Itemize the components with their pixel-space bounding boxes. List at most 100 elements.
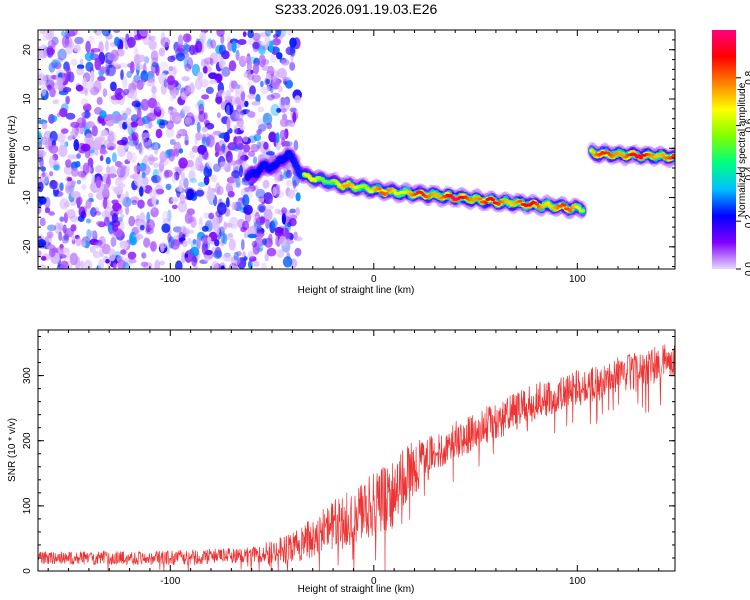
heatmap-noise-blob [272, 186, 277, 197]
heatmap-noise-blob [46, 224, 57, 232]
heatmap-noise-blob [71, 235, 75, 241]
heatmap-noise-blob [151, 195, 157, 205]
heatmap-noise-blob [278, 85, 283, 93]
heatmap-noise-blob [198, 110, 206, 123]
heatmap-noise-blob [170, 239, 180, 250]
heatmap-noise-blob [228, 216, 239, 229]
heatmap-noise-blob [194, 77, 203, 90]
heatmap-noise-blob [57, 48, 67, 61]
heatmap-trace-upper [660, 153, 666, 157]
heatmap-frame [37, 29, 676, 270]
heatmap-noise-blob [56, 132, 66, 143]
heatmap-noise-blob [226, 117, 231, 130]
heatmap-noise-blob [125, 107, 132, 116]
heatmap-noise-blob [201, 225, 209, 232]
heatmap-noise-blob [236, 118, 244, 128]
heatmap-noise-blob [177, 200, 188, 213]
heatmap-noise-blob [80, 98, 89, 106]
heatmap-noise-blob [79, 58, 84, 65]
heatmap-noise-blob [147, 97, 158, 109]
heatmap-noise-blob [228, 238, 236, 251]
heatmap-noise-blob [59, 182, 64, 191]
heatmap-noise-blob [241, 220, 250, 231]
heatmap-noise-blob [216, 185, 224, 196]
heatmap-noise-blob [248, 256, 257, 262]
heatmap-noise-blob [133, 47, 139, 57]
heatmap-noise-blob [197, 182, 206, 187]
heatmap-noise-blob [212, 130, 222, 136]
heatmap-noise-blob [143, 137, 153, 149]
heatmap-noise-blob [159, 151, 167, 163]
heatmap-noise-blob [247, 71, 255, 81]
heatmap-noise-blob [96, 220, 105, 226]
heatmap-noise-blob [165, 127, 175, 138]
heatmap-noise-blob [247, 233, 258, 239]
heatmap-noise-blob [222, 253, 233, 262]
heatmap-noise-blob [231, 40, 237, 53]
heatmap-noise-blob [39, 217, 46, 227]
heatmap-noise-blob [284, 96, 291, 106]
heatmap-noise-blob [150, 50, 159, 62]
heatmap-noise-blob [105, 156, 111, 165]
heatmap-noise-blob [110, 49, 119, 62]
heatmap-noise-blob [70, 191, 81, 199]
heatmap-noise-blob [261, 262, 268, 269]
heatmap-noise-blob [268, 40, 274, 53]
heatmap-noise-blob [254, 237, 264, 248]
heatmap-noise-blob [250, 144, 260, 153]
colorbar-label: Normalized spectral amplitude [737, 82, 748, 217]
heatmap-noise-blob [209, 79, 218, 85]
heatmap-noise-blob [247, 250, 255, 260]
heatmap-noise-blob [143, 185, 153, 194]
heatmap-noise-blob [38, 239, 47, 247]
heatmap-noise-blob [289, 37, 297, 48]
heatmap-noise-blob [233, 251, 239, 261]
heatmap-noise-blob [197, 99, 205, 109]
heatmap-noise-blob [114, 87, 125, 101]
heatmap-noise-blob [139, 186, 144, 197]
heatmap-noise-blob [281, 76, 292, 82]
heatmap-noise-blob [225, 197, 230, 208]
heatmap-noise-blob [152, 62, 159, 68]
heatmap-noise-blob [247, 150, 256, 157]
heatmap-noise-blob [129, 88, 138, 100]
heatmap-noise-blob [131, 79, 138, 91]
heatmap-trace-upper [638, 156, 644, 160]
heatmap-noise-blob [114, 36, 120, 47]
colorbar-ticks: 0.0 0.2 0.4 0.6 0.8 [736, 70, 750, 276]
heatmap-noise-blob [270, 92, 281, 99]
heatmap-noise-blob [289, 45, 296, 57]
heatmap-noise-blob [38, 166, 41, 171]
heatmap-noise-blob [228, 263, 238, 269]
heatmap-y-tick-label: 20 [22, 44, 33, 56]
heatmap-noise-blob [234, 96, 241, 105]
heatmap-trace-upper [618, 152, 624, 156]
heatmap-noise-blob [60, 128, 69, 134]
heatmap-noise-blob [260, 86, 270, 94]
heatmap-noise-blob [256, 141, 262, 149]
heatmap-noise-blob [48, 211, 55, 216]
heatmap-noise-blob [154, 259, 161, 269]
heatmap-noise-blob [112, 262, 117, 269]
heatmap-noise-blob [70, 58, 78, 67]
heatmap-noise-blob [231, 170, 240, 179]
heatmap-noise-blob [94, 58, 102, 71]
heatmap-noise-blob [171, 204, 178, 210]
heatmap-noise-blob [292, 174, 300, 187]
heatmap-noise-blob [153, 162, 160, 168]
heatmap-noise-blob [122, 76, 128, 88]
heatmap-noise-blob [85, 121, 95, 128]
heatmap-noise-blob [85, 199, 92, 209]
heatmap-noise-blob [214, 151, 219, 157]
heatmap-noise-blob [108, 165, 117, 179]
heatmap-noise-blob [215, 96, 223, 104]
heatmap-noise-blob [178, 157, 188, 169]
heatmap-noise-blob [198, 153, 203, 164]
heatmap-noise-blob [184, 116, 192, 125]
heatmap-noise-blob [281, 141, 291, 147]
heatmap-noise-blob [176, 133, 182, 139]
heatmap-noise-blob [234, 84, 244, 94]
